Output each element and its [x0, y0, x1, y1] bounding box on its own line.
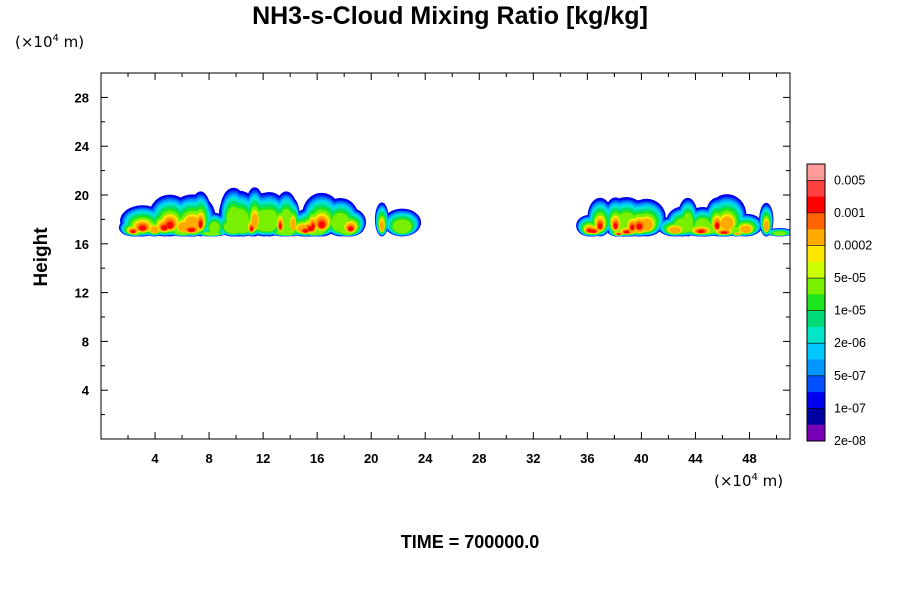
time-label: TIME = 700000.0 [400, 532, 540, 552]
cloud-blob-1-15 [715, 222, 720, 230]
cloud-blob-0-39 [202, 231, 220, 236]
cloud-blob-1-6 [734, 232, 741, 236]
colorbar-swatch-2 [807, 196, 825, 214]
cloud-blob-0-37 [254, 209, 274, 232]
cloud-blob-0-6 [187, 228, 195, 233]
y-tick-label-3: 16 [75, 237, 89, 252]
cloud-field [118, 187, 790, 237]
colorbar-swatch-7 [807, 278, 825, 295]
x-tick-label-1: 8 [205, 451, 212, 466]
colorbar: 0.005 0.001 0.0002 5e-05 1e-05 2e-06 5e-07 1e-0… [806, 163, 872, 448]
colorbar-swatch-10 [807, 326, 825, 344]
x-tick-label-7: 32 [526, 451, 540, 466]
chart-title: NH3-s-Cloud Mixing Ratio [kg/kg] [252, 2, 648, 30]
colorbar-label-7: 1e-07 [834, 401, 866, 415]
colorbar-swatch-15 [807, 408, 825, 426]
cloud-blob-0-38 [250, 226, 254, 232]
cloud-blob-0-0 [302, 229, 309, 233]
y-tick-label-4: 20 [75, 188, 89, 203]
x-tick-label-3: 16 [310, 451, 324, 466]
cloud-blob-0-21 [379, 220, 385, 232]
cloud-blob-1-12 [772, 231, 787, 236]
y-tick-label-6: 28 [75, 90, 89, 105]
x-tick-label-10: 44 [688, 451, 703, 466]
cloud-blob-0-27 [198, 220, 203, 228]
colorbar-swatch-9 [807, 310, 825, 328]
cloud-blob-0-25 [279, 223, 282, 230]
cloud-blob-1-25 [590, 229, 597, 233]
colorbar-swatch-0 [807, 164, 825, 181]
x-tick-label-2: 12 [256, 451, 270, 466]
cloud-blob-0-29 [318, 221, 325, 229]
colorbar-swatch-3 [807, 212, 825, 230]
plot-frame [100, 72, 791, 440]
colorbar-swatch-12 [807, 359, 825, 377]
cloud-blob-1-26 [616, 233, 621, 235]
cloud-blob-0-28 [227, 220, 235, 234]
colorbar-label-3: 5e-05 [834, 271, 866, 285]
y-axis-unit: (×104 m) [15, 33, 85, 51]
colorbar-swatch-13 [807, 375, 825, 393]
x-tick-label-0: 4 [151, 451, 159, 466]
cloud-blob-0-32 [307, 226, 314, 232]
colorbar-swatch-6 [807, 261, 825, 279]
cloud-blob-0-18 [290, 218, 296, 231]
colorbar-label-6: 5e-07 [834, 369, 866, 383]
x-tick-label-8: 36 [580, 451, 594, 466]
cloud-blob-0-36 [138, 225, 147, 231]
x-tick-label-4: 20 [364, 451, 378, 466]
cloud-blob-1-28 [740, 225, 752, 233]
cloud-blob-0-24 [161, 225, 168, 231]
colorbar-label-1: 0.001 [834, 206, 865, 220]
y-tick-label-1: 8 [82, 334, 89, 349]
x-axis-unit: (×104 m) [714, 472, 784, 490]
colorbar-swatch-8 [807, 294, 825, 312]
colorbar-swatch-14 [807, 392, 825, 409]
colorbar-swatch-4 [807, 229, 825, 246]
cloud-blob-1-17 [764, 220, 769, 232]
x-tick-label-6: 28 [472, 451, 486, 466]
cloud-blob-1-9 [697, 230, 705, 234]
cloud-blob-1-14 [720, 216, 734, 230]
y-tick-label-5: 24 [75, 139, 90, 154]
colorbar-label-5: 2e-06 [834, 336, 866, 350]
cloud-blob-0-26 [130, 230, 136, 234]
colorbar-label-8: 2e-08 [834, 434, 866, 448]
x-tick-label-9: 40 [634, 451, 648, 466]
y-tick-label-0: 4 [82, 383, 90, 398]
cloud-blob-0-4 [166, 221, 174, 229]
cloud-blob-0-17 [348, 226, 354, 232]
cloud-blob-0-8 [150, 226, 159, 234]
cloud-blob-1-21 [640, 218, 653, 231]
colorbar-label-4: 1e-05 [834, 304, 866, 318]
colorbar-label-0: 0.005 [834, 173, 865, 187]
cloud-blob-1-18 [636, 223, 643, 230]
cloud-blob-1-13 [613, 222, 618, 230]
cloud-blob-0-9 [392, 219, 412, 234]
cloud-blob-1-3 [630, 224, 635, 231]
colorbar-label-2: 0.0002 [834, 238, 872, 252]
cloud-blob-1-11 [587, 228, 592, 233]
colorbar-swatch-11 [807, 343, 825, 361]
cloud-blob-0-35 [209, 221, 220, 234]
y-tick-label-2: 12 [75, 286, 89, 301]
cloud-blob-1-2 [623, 230, 630, 234]
colorbar-swatch-1 [807, 180, 825, 198]
colorbar-swatch-5 [807, 245, 825, 263]
x-tick-label-5: 24 [418, 451, 433, 466]
x-tick-label-11: 48 [742, 451, 756, 466]
colorbar-swatch-16 [807, 424, 825, 442]
cloud-blob-1-7 [669, 226, 681, 234]
cloud-blob-1-1 [598, 222, 603, 230]
cloud-blob-0-19 [234, 218, 252, 234]
cloud-blob-1-22 [720, 231, 728, 234]
